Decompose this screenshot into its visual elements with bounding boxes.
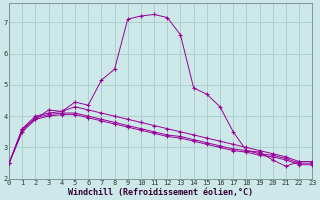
X-axis label: Windchill (Refroidissement éolien,°C): Windchill (Refroidissement éolien,°C): [68, 188, 253, 197]
